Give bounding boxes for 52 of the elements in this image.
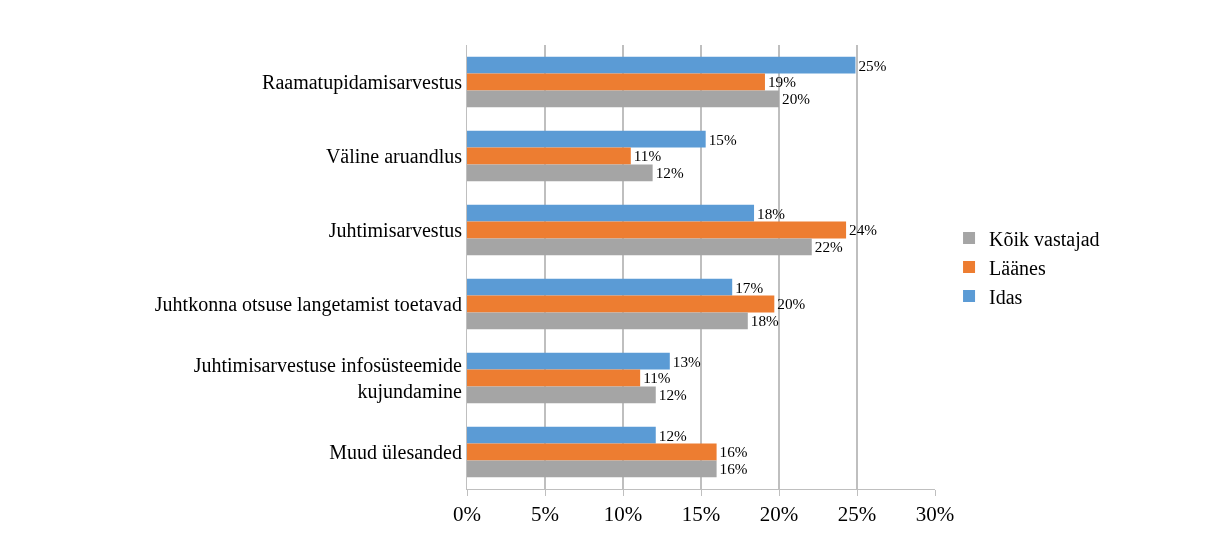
bar [467, 278, 733, 296]
y-tick-label: Muud ülesanded [329, 441, 462, 463]
data-label: 22% [814, 238, 843, 256]
x-tick-label: 15% [681, 502, 721, 527]
data-label: 20% [782, 90, 811, 108]
bar [467, 221, 847, 239]
bar [467, 295, 775, 313]
x-tick-label: 0% [453, 502, 481, 527]
x-tick-label: 30% [915, 502, 955, 527]
y-tick-label: Raamatupidamisarvestus [262, 71, 463, 94]
bar [467, 386, 656, 404]
data-label: 20% [777, 295, 806, 313]
data-label: 12% [655, 164, 684, 182]
bar [467, 238, 812, 256]
data-label: 11% [633, 147, 662, 165]
data-label: 16% [719, 443, 748, 461]
y-tick-label: Juhtkonna otsuse langetamist toetavad [154, 293, 462, 316]
legend-label: Kõik vastajad [989, 227, 1100, 251]
bar [467, 204, 755, 222]
data-label: 13% [672, 352, 702, 370]
bar [467, 164, 653, 182]
data-label: 17% [735, 278, 764, 296]
data-label: 15% [708, 130, 737, 148]
x-tick-label: 10% [603, 502, 643, 527]
data-label: 24% [849, 221, 878, 239]
bar [467, 443, 717, 461]
data-label: 18% [757, 204, 786, 222]
data-label: 25% [858, 56, 887, 74]
data-label: 18% [750, 312, 780, 330]
y-tick-label: Juhtimisarvestuse infosüsteemide kujundamine [193, 354, 463, 403]
bar [467, 352, 670, 370]
legend-label: Idas [989, 285, 1023, 308]
data-label: 12% [658, 386, 687, 404]
x-tick-label: 5% [531, 502, 559, 527]
y-tick-label: Väline aruandlus [325, 145, 463, 167]
x-tick-label: 25% [837, 502, 877, 527]
y-tick-label: Juhtimisarvestus [328, 219, 463, 241]
bar [467, 312, 748, 330]
bar [467, 147, 631, 165]
bar [467, 426, 656, 444]
data-label: 16% [719, 460, 748, 478]
bar [467, 460, 717, 478]
bar [467, 56, 856, 74]
data-label: 12% [658, 426, 687, 444]
legend-label: Läänes [989, 256, 1046, 279]
x-tick-label: 20% [759, 502, 799, 527]
bar [467, 369, 641, 387]
data-label: 11% [643, 369, 671, 387]
bar [467, 90, 779, 108]
bar [467, 73, 765, 91]
bar [467, 130, 706, 148]
data-label: 19% [767, 73, 797, 91]
